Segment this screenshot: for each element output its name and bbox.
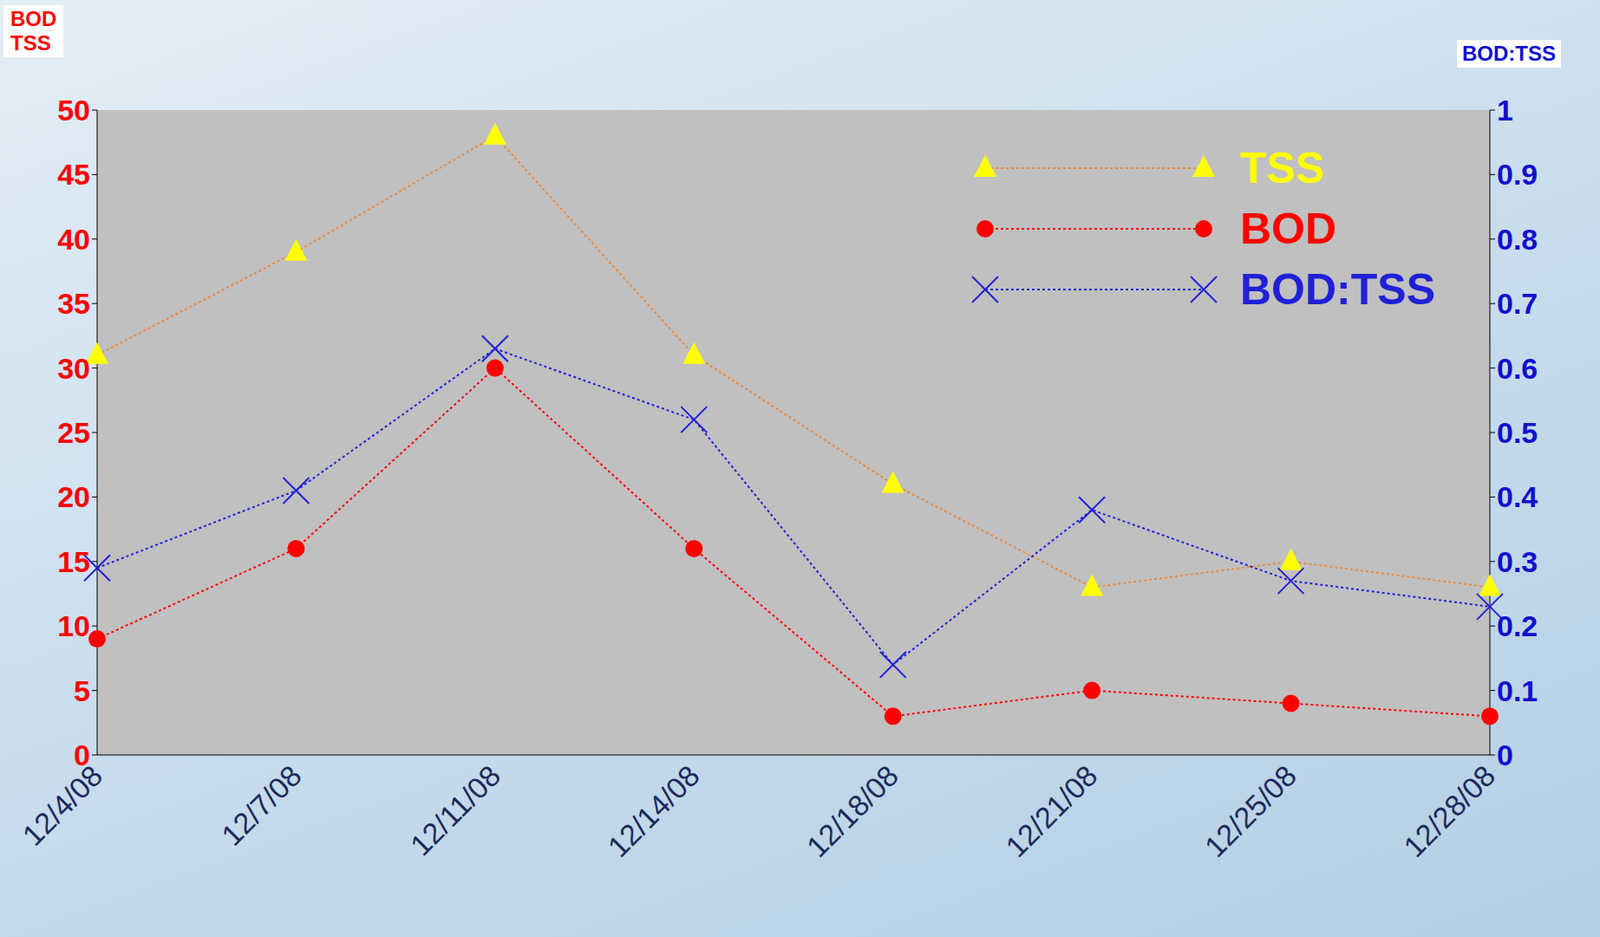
svg-text:12/18/08: 12/18/08 <box>800 759 905 864</box>
svg-text:12/28/08: 12/28/08 <box>1397 759 1502 864</box>
svg-text:35: 35 <box>57 287 91 320</box>
svg-text:15: 15 <box>57 545 91 579</box>
html-text:TSS: TSS <box>10 31 51 55</box>
svg-text:0.3: 0.3 <box>1496 545 1538 579</box>
svg-text:0.6: 0.6 <box>1496 352 1538 386</box>
svg-text:10: 10 <box>57 609 91 643</box>
html-text:BOD: BOD <box>1240 204 1337 254</box>
svg-text:12/25/08: 12/25/08 <box>1198 759 1303 864</box>
html-text:BOD:TSS: BOD:TSS <box>1240 265 1436 314</box>
svg-text:0: 0 <box>73 738 91 772</box>
html-text:BOD: BOD <box>10 6 57 31</box>
svg-text:0.1: 0.1 <box>1496 674 1538 708</box>
svg-text:12/7/08: 12/7/08 <box>215 759 308 853</box>
svg-text:12/11/08: 12/11/08 <box>404 759 508 863</box>
svg-text:20: 20 <box>57 480 91 514</box>
svg-text:1: 1 <box>1496 93 1514 127</box>
svg-text:0.5: 0.5 <box>1496 416 1538 450</box>
svg-text:25: 25 <box>57 416 91 450</box>
svg-text:0.2: 0.2 <box>1496 609 1538 643</box>
svg-text:12/4/08: 12/4/08 <box>15 759 109 853</box>
svg-text:0: 0 <box>1496 738 1514 772</box>
svg-text:5: 5 <box>73 674 91 708</box>
svg-text:12/21/08: 12/21/08 <box>999 759 1104 864</box>
svg-text:30: 30 <box>57 352 91 386</box>
svg-text:12/14/08: 12/14/08 <box>600 759 706 864</box>
svg-text:50: 50 <box>57 93 91 127</box>
svg-text:45: 45 <box>57 157 91 191</box>
svg-text:0.4: 0.4 <box>1496 480 1538 514</box>
svg-text:0.7: 0.7 <box>1496 287 1538 320</box>
svg-text:0.9: 0.9 <box>1496 157 1538 191</box>
svg-text:40: 40 <box>57 222 91 256</box>
html-text:BOD:TSS: BOD:TSS <box>1462 41 1556 66</box>
html-text:TSS: TSS <box>1240 143 1325 193</box>
svg-text:0.8: 0.8 <box>1496 222 1538 256</box>
